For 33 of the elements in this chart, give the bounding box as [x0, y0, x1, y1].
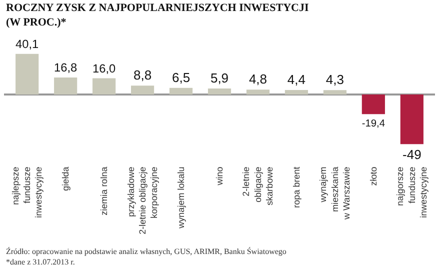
data-label: 5,9 [210, 70, 229, 86]
data-label: 4,3 [326, 72, 344, 88]
data-label: 4,4 [287, 72, 306, 88]
data-label: 8,8 [133, 68, 152, 83]
x-tick-label: giełda [60, 166, 70, 191]
x-tick-label: ziemia rolna [98, 166, 109, 216]
x-tick-label: wino [214, 166, 224, 186]
bar [362, 94, 385, 114]
x-tick-label: najlepsze fundusze inwestycyjne [10, 166, 44, 218]
bar [208, 88, 232, 94]
bar [169, 88, 193, 94]
x-tick-label: wynajem lokalu [176, 166, 186, 230]
data-label: 16,8 [54, 60, 78, 75]
data-label: 16,0 [92, 62, 116, 76]
text: Źródło: opracowanie na podstawie analiz własnych, GUS, ARIMR, Banku Światowego [6, 247, 286, 256]
chart-title: ROCZNY ZYSK Z NAJPOPULARNIEJSZYCH INWESTYCJI [6, 2, 309, 14]
bar [284, 90, 308, 94]
bar [323, 90, 346, 94]
chart-subtitle: (W PROC.)* [6, 16, 67, 28]
x-tick-label: złoto [368, 166, 378, 186]
text: *dane z 31.07.2013 r. [6, 257, 75, 266]
bar [400, 94, 424, 144]
data-label: 6,5 [172, 70, 190, 85]
x-tick-label: ropa brent [291, 166, 302, 208]
data-label: -49 [402, 147, 422, 162]
bar [16, 54, 39, 94]
data-label: 4,8 [248, 72, 268, 87]
data-label: -19,4 [362, 118, 386, 130]
bar [92, 78, 116, 94]
bar [246, 90, 270, 94]
bar [130, 86, 154, 94]
data-label: 40,1 [16, 37, 40, 52]
bar [54, 77, 78, 94]
